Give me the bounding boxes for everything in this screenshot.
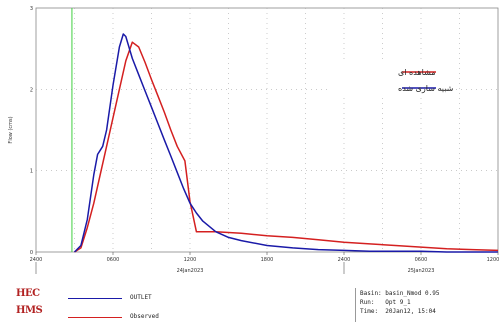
x-tick-label: 2400 xyxy=(338,257,351,263)
footer-observed-label: Observed xyxy=(130,313,159,320)
footer-panel: HEC HMS OUTLET Observed Basin: basin_Nmo… xyxy=(0,288,501,328)
x-tick-label: 2400 xyxy=(30,257,43,263)
y-tick-label: 3 xyxy=(30,6,33,12)
y-axis-label: Flow (cms) xyxy=(8,116,14,143)
hec-logo-top: HEC xyxy=(16,288,40,299)
footer-outlet-swatch xyxy=(68,298,122,299)
series-layer xyxy=(73,33,499,253)
x-tick-label: 1800 xyxy=(261,257,274,263)
observed-series-line xyxy=(74,41,499,253)
chart-legend: مشاهده ای شبیه سازی شده xyxy=(330,62,454,98)
date-label: 25Jan2023 xyxy=(408,268,435,274)
grid xyxy=(36,8,498,252)
hydrograph-chart: 2400 0600 1200 1800 2400 0600 1200 24Jan2023 25J… xyxy=(8,6,500,274)
x-tick-label: 0600 xyxy=(415,257,428,263)
x-tick-label: 1200 xyxy=(184,257,197,263)
info-run: Run: Opt 9_1 xyxy=(360,299,411,306)
plot-frame xyxy=(35,7,499,253)
footer-separator xyxy=(355,288,356,322)
legend-box xyxy=(330,62,440,98)
info-basin: Basin: basin_Nmod 0.95 xyxy=(360,290,440,297)
y-tick-label: 0 xyxy=(30,250,33,256)
x-tick-label: 1200 xyxy=(487,257,500,263)
y-tick-label: 1 xyxy=(30,169,33,175)
tick-labels: 2400 0600 1200 1800 2400 0600 1200 24Jan2023 25J… xyxy=(30,6,500,274)
y-tick-label: 2 xyxy=(30,87,33,93)
legend-label: مشاهده ای xyxy=(398,68,436,77)
simulated-series-line xyxy=(73,33,498,253)
footer-outlet-label: OUTLET xyxy=(130,294,152,301)
date-label: 24Jan2023 xyxy=(177,268,204,274)
x-tick-label: 0600 xyxy=(107,257,120,263)
info-time: Time: 20Jan12, 15:04 xyxy=(360,308,436,315)
hec-logo-bottom: HMS xyxy=(16,305,43,316)
footer-observed-swatch xyxy=(68,317,122,318)
legend-label: شبیه سازی شده xyxy=(398,84,454,93)
